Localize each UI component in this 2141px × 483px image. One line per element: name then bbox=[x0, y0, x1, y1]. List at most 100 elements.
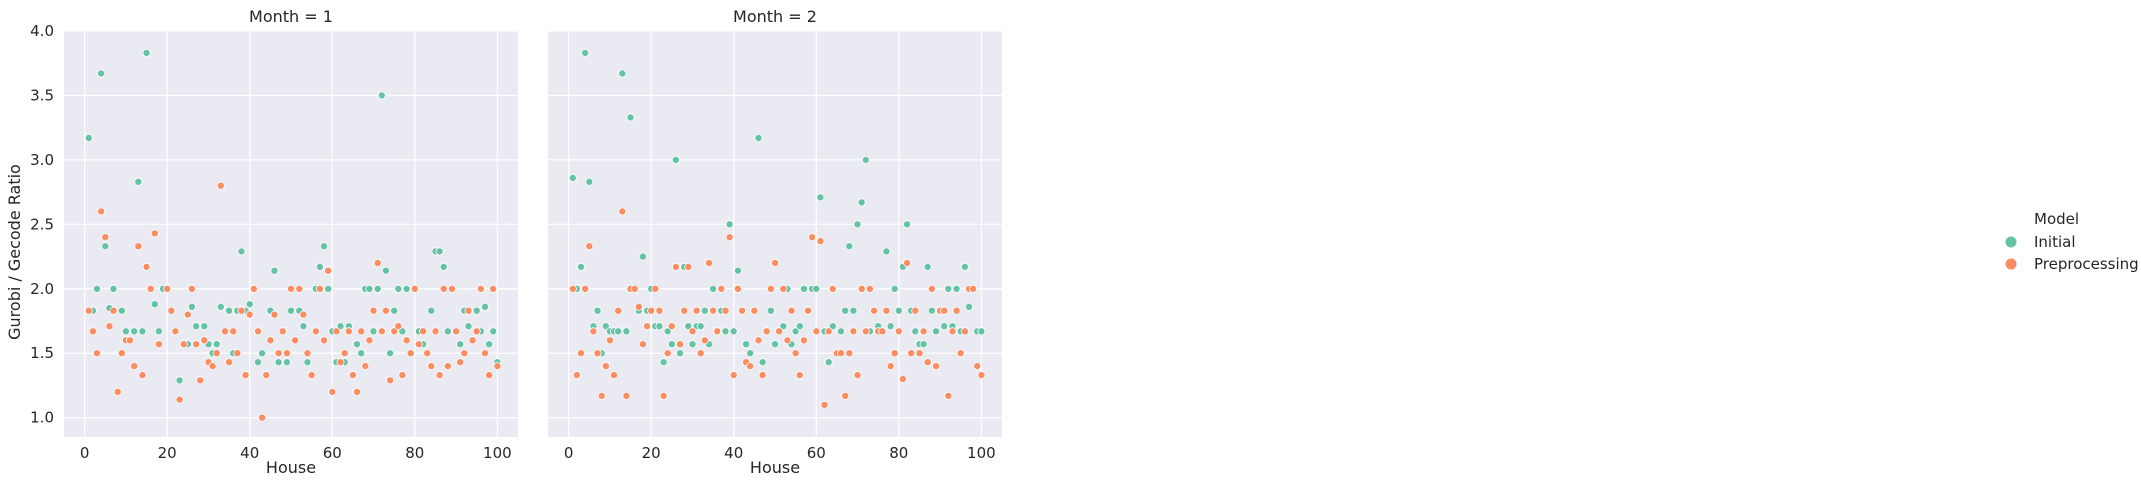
point-preprocessing bbox=[258, 413, 267, 422]
point-preprocessing bbox=[130, 362, 139, 371]
point-preprocessing bbox=[443, 362, 452, 371]
point-initial bbox=[791, 327, 800, 336]
point-preprocessing bbox=[977, 371, 986, 380]
point-preprocessing bbox=[771, 258, 780, 267]
point-initial bbox=[192, 322, 201, 331]
point-initial bbox=[336, 322, 345, 331]
point-preprocessing bbox=[729, 371, 738, 380]
point-initial bbox=[663, 327, 672, 336]
point-preprocessing bbox=[183, 310, 192, 319]
x-axis-label: House bbox=[266, 458, 316, 477]
point-preprocessing bbox=[903, 258, 912, 267]
point-initial bbox=[390, 306, 399, 315]
point-preprocessing bbox=[845, 349, 854, 358]
point-preprocessing bbox=[332, 327, 341, 336]
y-tick-label: 1.0 bbox=[30, 409, 54, 427]
x-tick-labels: 0 20 40 60 80 100 bbox=[80, 444, 512, 462]
point-preprocessing bbox=[344, 327, 353, 336]
point-preprocessing bbox=[324, 266, 333, 275]
point-initial bbox=[659, 358, 668, 367]
legend-label-preprocessing: Preprocessing bbox=[2034, 255, 2139, 273]
point-preprocessing bbox=[799, 336, 808, 345]
point-initial bbox=[766, 306, 775, 315]
point-preprocessing bbox=[237, 306, 246, 315]
point-preprocessing bbox=[88, 327, 97, 336]
point-preprocessing bbox=[589, 327, 598, 336]
point-preprocessing bbox=[882, 306, 891, 315]
point-preprocessing bbox=[394, 322, 403, 331]
point-preprocessing bbox=[163, 284, 172, 293]
point-initial bbox=[849, 306, 858, 315]
point-preprocessing bbox=[225, 358, 234, 367]
point-preprocessing bbox=[795, 371, 804, 380]
point-initial bbox=[130, 327, 139, 336]
point-initial bbox=[771, 340, 780, 349]
facet-month-2: 0 20 40 60 80 100 Month = 2 House bbox=[548, 7, 1002, 477]
point-preprocessing bbox=[419, 327, 428, 336]
point-preprocessing bbox=[171, 327, 180, 336]
point-initial bbox=[754, 133, 763, 142]
point-preprocessing bbox=[328, 387, 337, 396]
point-preprocessing bbox=[709, 306, 718, 315]
point-preprocessing bbox=[439, 284, 448, 293]
point-preprocessing bbox=[948, 327, 957, 336]
point-initial bbox=[655, 322, 664, 331]
point-preprocessing bbox=[146, 284, 155, 293]
point-preprocessing bbox=[311, 327, 320, 336]
point-preprocessing bbox=[886, 362, 895, 371]
point-preprocessing bbox=[373, 258, 382, 267]
point-initial bbox=[394, 284, 403, 293]
point-preprocessing bbox=[750, 306, 759, 315]
point-preprocessing bbox=[126, 336, 135, 345]
point-preprocessing bbox=[84, 306, 93, 315]
point-initial bbox=[225, 306, 234, 315]
point-preprocessing bbox=[651, 284, 660, 293]
point-initial bbox=[274, 358, 283, 367]
point-initial bbox=[299, 322, 308, 331]
point-preprocessing bbox=[738, 306, 747, 315]
point-preprocessing bbox=[721, 306, 730, 315]
point-initial bbox=[357, 349, 366, 358]
point-initial bbox=[618, 69, 627, 78]
point-initial bbox=[117, 306, 126, 315]
point-initial bbox=[245, 300, 254, 309]
point-preprocessing bbox=[377, 327, 386, 336]
point-preprocessing bbox=[853, 371, 862, 380]
point-preprocessing bbox=[581, 284, 590, 293]
point-preprocessing bbox=[365, 336, 374, 345]
point-preprocessing bbox=[944, 391, 953, 400]
point-initial bbox=[369, 327, 378, 336]
point-initial bbox=[352, 340, 361, 349]
point-preprocessing bbox=[138, 371, 147, 380]
point-initial bbox=[134, 177, 143, 186]
scatter-points bbox=[568, 48, 986, 409]
point-initial bbox=[841, 306, 850, 315]
point-preprocessing bbox=[270, 310, 279, 319]
point-initial bbox=[894, 306, 903, 315]
point-preprocessing bbox=[783, 336, 792, 345]
point-preprocessing bbox=[208, 362, 217, 371]
point-initial bbox=[626, 113, 635, 122]
point-preprocessing bbox=[357, 327, 366, 336]
point-preprocessing bbox=[577, 349, 586, 358]
point-initial bbox=[150, 300, 159, 309]
point-initial bbox=[303, 358, 312, 367]
point-initial bbox=[237, 247, 246, 256]
point-preprocessing bbox=[485, 371, 494, 380]
point-initial bbox=[853, 220, 862, 229]
point-preprocessing bbox=[572, 371, 581, 380]
point-preprocessing bbox=[915, 349, 924, 358]
point-preprocessing bbox=[804, 306, 813, 315]
point-initial bbox=[365, 284, 374, 293]
plot-background bbox=[64, 31, 518, 437]
point-preprocessing bbox=[386, 376, 395, 385]
y-tick-labels: 1.0 1.5 2.0 2.5 3.0 3.5 4.0 bbox=[30, 22, 54, 427]
point-initial bbox=[882, 247, 891, 256]
point-preprocessing bbox=[824, 327, 833, 336]
point-preprocessing bbox=[291, 336, 300, 345]
point-initial bbox=[725, 220, 734, 229]
point-preprocessing bbox=[618, 207, 627, 216]
point-initial bbox=[601, 322, 610, 331]
point-preprocessing bbox=[758, 371, 767, 380]
x-tick-label: 100 bbox=[483, 444, 512, 462]
